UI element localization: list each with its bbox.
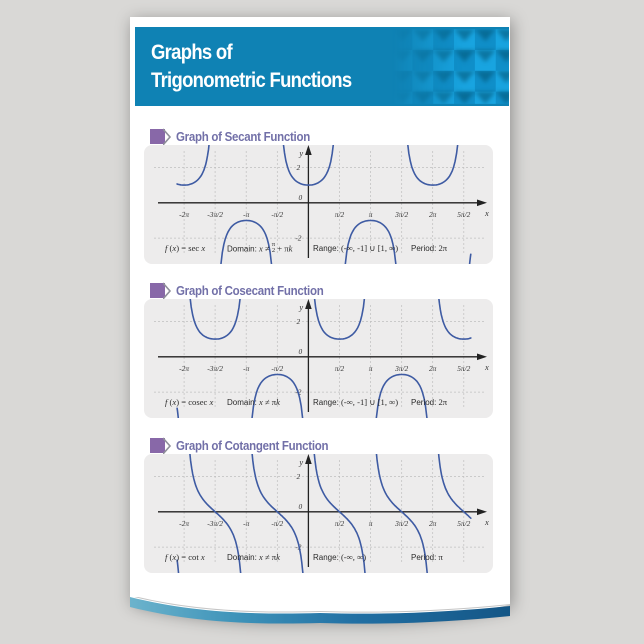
svg-text:-2π: -2π: [179, 364, 189, 373]
svg-text:x: x: [484, 207, 489, 217]
svg-text:π: π: [368, 209, 372, 218]
svg-text:5π/2: 5π/2: [457, 209, 470, 218]
svg-text:π: π: [368, 518, 372, 527]
svg-text:2π: 2π: [429, 364, 437, 373]
svg-text:3π/2: 3π/2: [394, 518, 408, 527]
svg-text:π/2: π/2: [334, 518, 344, 527]
svg-text:x: x: [484, 362, 489, 372]
svg-text:5π/2: 5π/2: [457, 518, 470, 527]
svg-text:0: 0: [298, 192, 302, 201]
svg-text:-π/2: -π/2: [271, 518, 283, 527]
svg-text:-π/2: -π/2: [271, 364, 283, 373]
svg-text:y: y: [298, 457, 303, 467]
svg-text:-2π: -2π: [179, 209, 189, 218]
svg-text:-2: -2: [295, 233, 301, 242]
svg-text:5π/2: 5π/2: [457, 364, 470, 373]
svg-text:2: 2: [296, 472, 300, 481]
svg-text:π/2: π/2: [334, 364, 344, 373]
svg-text:-3π/2: -3π/2: [207, 364, 223, 373]
svg-text:2π: 2π: [429, 209, 437, 218]
svg-text:2π: 2π: [429, 518, 437, 527]
svg-text:π: π: [368, 364, 372, 373]
svg-text:x: x: [484, 516, 489, 526]
svg-text:0: 0: [298, 347, 302, 356]
svg-text:y: y: [298, 148, 303, 158]
svg-text:-π/2: -π/2: [271, 209, 283, 218]
svg-text:2: 2: [296, 163, 300, 172]
svg-text:3π/2: 3π/2: [394, 209, 408, 218]
svg-text:0: 0: [298, 501, 302, 510]
svg-text:-2π: -2π: [179, 518, 189, 527]
svg-text:-π: -π: [243, 518, 249, 527]
svg-text:-π: -π: [243, 364, 249, 373]
svg-text:π/2: π/2: [334, 209, 344, 218]
svg-text:-π: -π: [243, 209, 249, 218]
svg-text:3π/2: 3π/2: [394, 364, 408, 373]
svg-text:-3π/2: -3π/2: [207, 518, 223, 527]
svg-text:2: 2: [296, 317, 300, 326]
svg-text:-3π/2: -3π/2: [207, 209, 223, 218]
svg-text:y: y: [298, 302, 303, 312]
